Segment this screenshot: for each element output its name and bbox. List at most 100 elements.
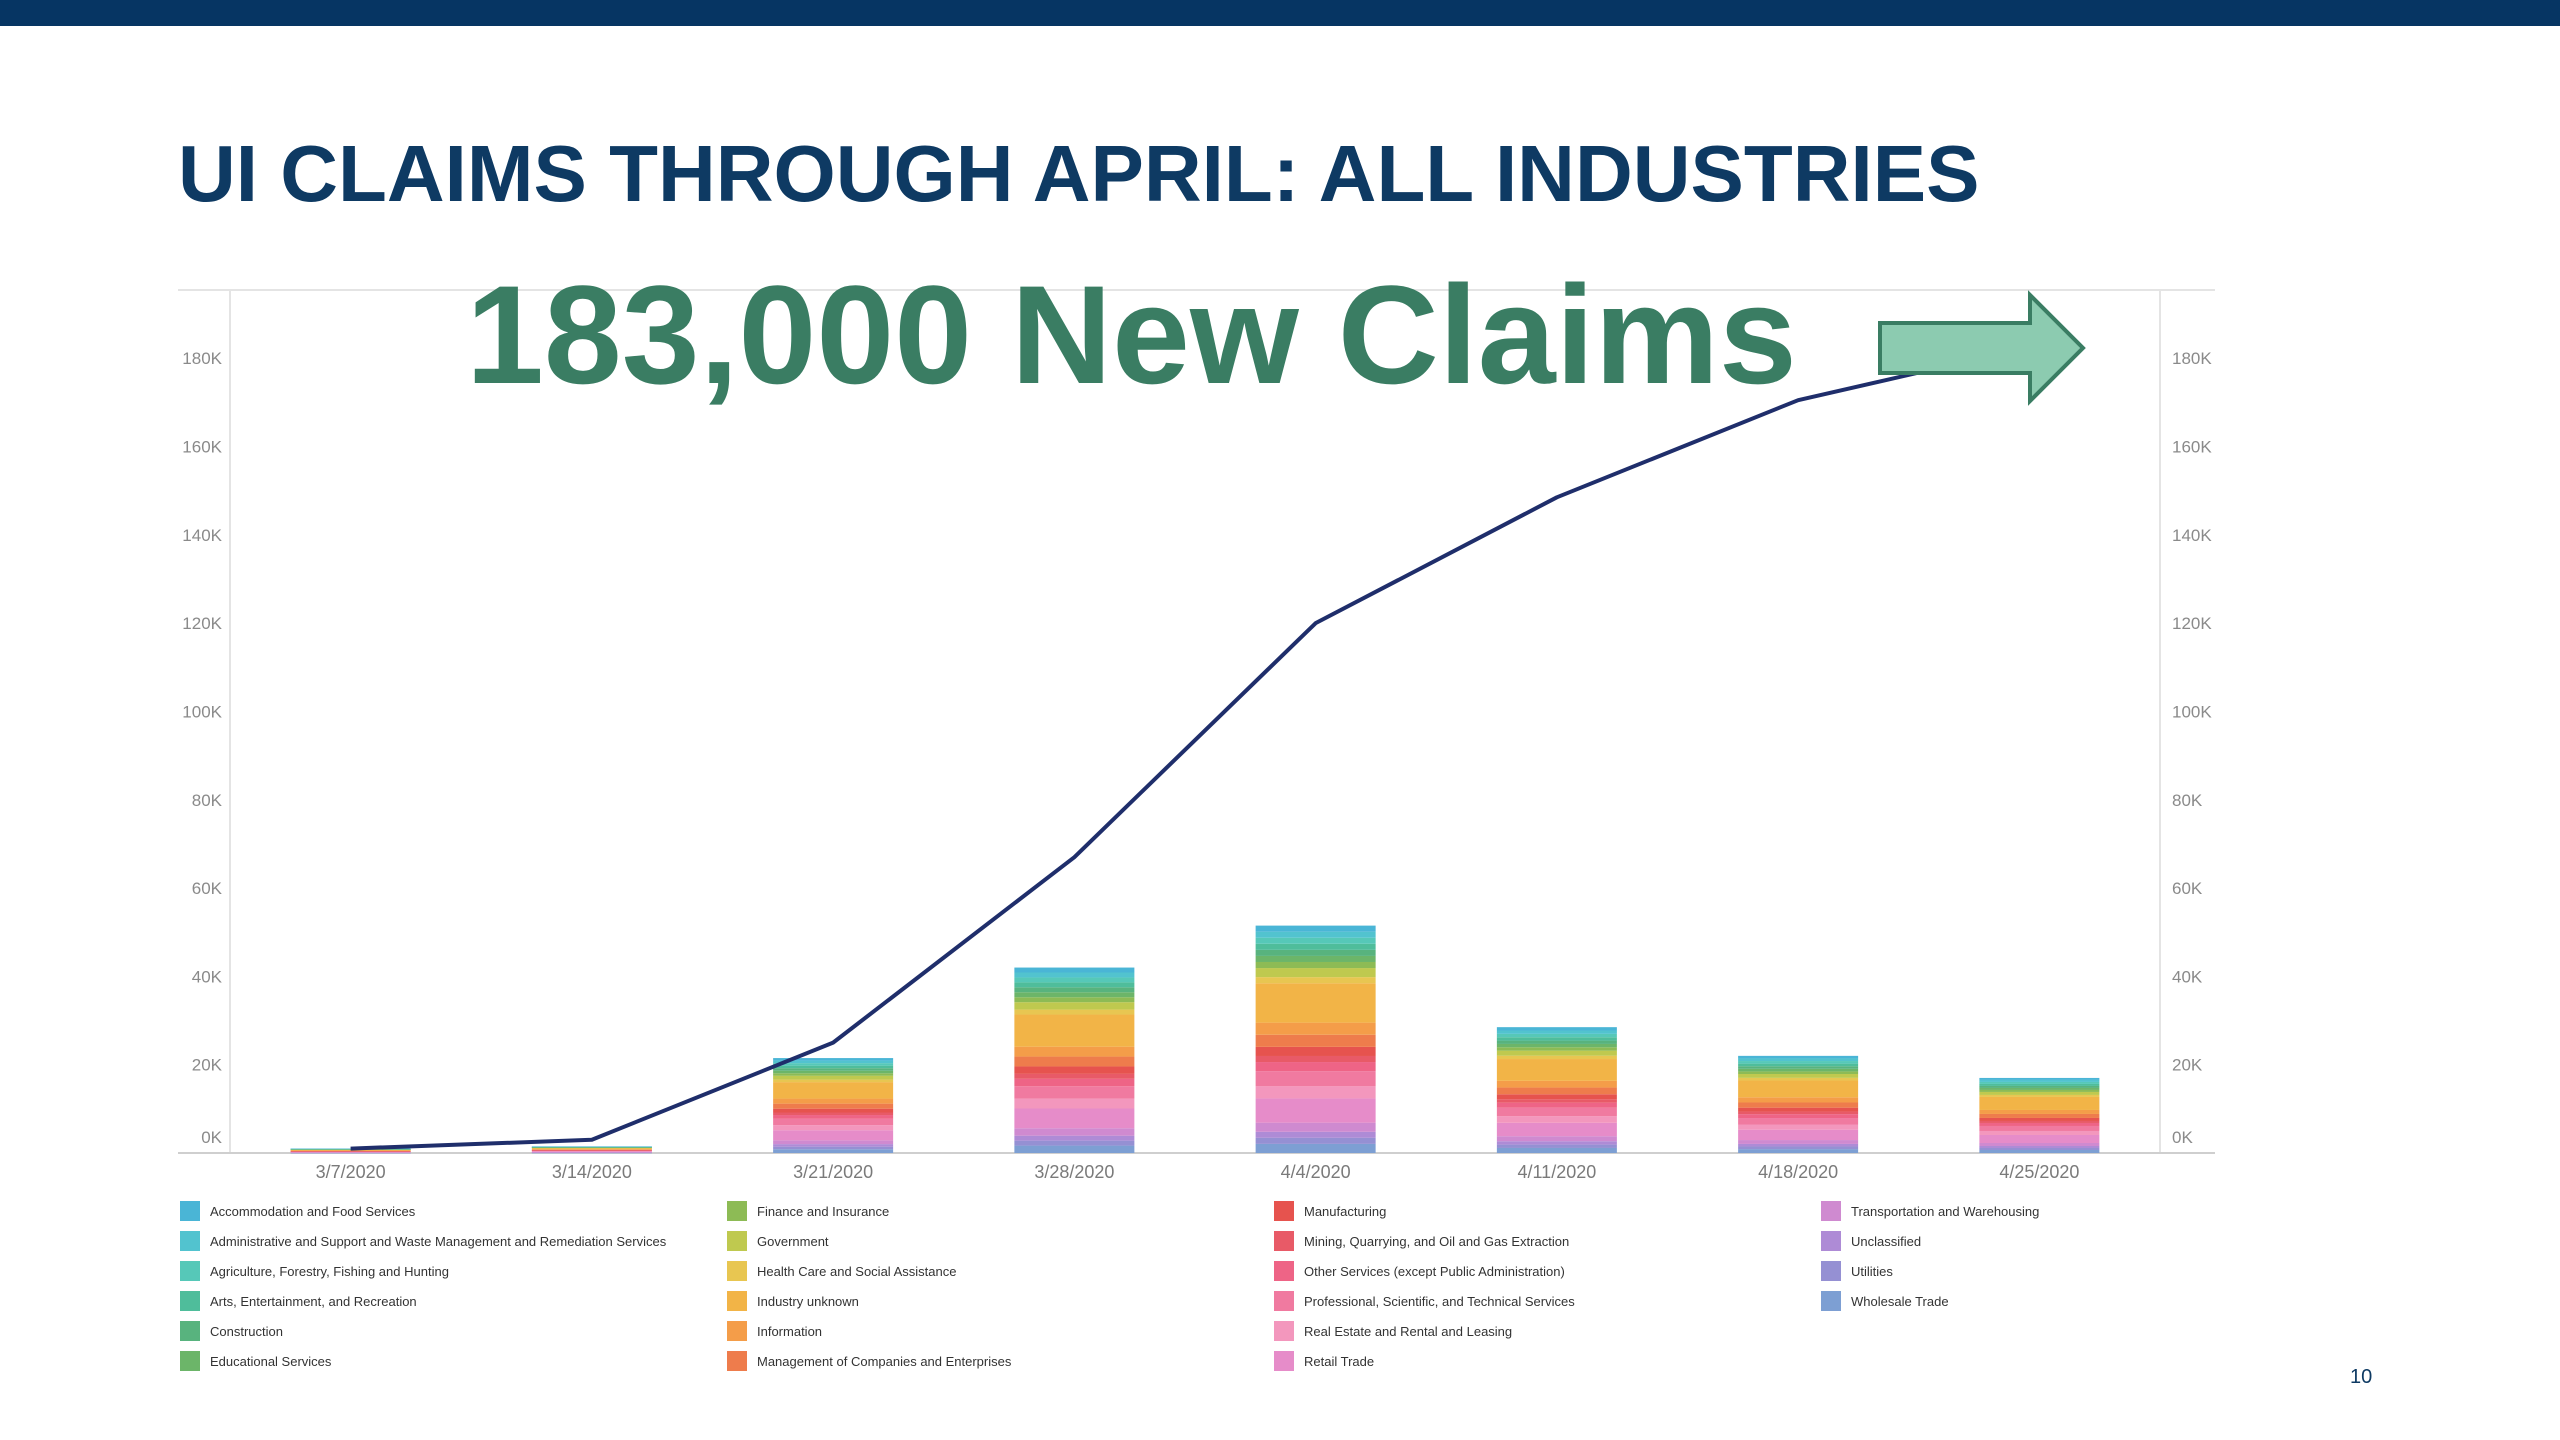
page-number: 10: [2350, 1366, 2373, 1388]
legend-label: Mining, Quarrying, and Oil and Gas Extra…: [1304, 1233, 1570, 1249]
bar-segment: [1979, 1149, 2100, 1153]
bar-segment: [1014, 1145, 1135, 1153]
bar-segment: [1255, 1086, 1376, 1099]
bar-segment: [1738, 1124, 1859, 1130]
bar-segment: [1014, 967, 1135, 973]
bar-segment: [1979, 1083, 2100, 1086]
bar-segment: [531, 1150, 652, 1152]
bar-segment: [1979, 1134, 2100, 1143]
legend-label: Real Estate and Rental and Leasing: [1304, 1323, 1513, 1339]
legend-swatch: [180, 1231, 200, 1251]
x-tick-label: 3/14/2020: [552, 1162, 632, 1182]
y-tick-right: 140K: [2172, 526, 2212, 545]
legend-swatch: [180, 1261, 200, 1281]
bar-segment: [1738, 1146, 1859, 1150]
legend-item: Retail Trade: [1274, 1350, 1374, 1372]
y-tick-right: 160K: [2172, 438, 2212, 457]
legend-item: Mining, Quarrying, and Oil and Gas Extra…: [1274, 1230, 1569, 1252]
bar-segment: [1014, 1086, 1135, 1099]
bar-segment: [1738, 1071, 1859, 1074]
legend-swatch: [180, 1201, 200, 1221]
bar-segment: [1496, 1080, 1617, 1088]
bar-segment: [1738, 1061, 1859, 1064]
bar-segment: [1738, 1111, 1859, 1115]
bar-segment: [1496, 1040, 1617, 1044]
bar-segment: [1255, 1122, 1376, 1132]
bar-segment: [1255, 1046, 1376, 1056]
bar-segment: [1496, 1055, 1617, 1060]
bar-segment: [773, 1073, 894, 1076]
y-tick-left: 40K: [192, 967, 223, 986]
bar-segment: [1255, 961, 1376, 969]
legend-label: Government: [757, 1233, 829, 1249]
legend-label: Retail Trade: [1304, 1353, 1375, 1369]
legend-swatch: [1274, 1291, 1294, 1311]
bar-segment: [531, 1149, 652, 1150]
bar-segment: [1255, 943, 1376, 950]
legend-swatch: [1821, 1261, 1841, 1281]
bar-segment: [1014, 1073, 1135, 1079]
bar-segment: [1979, 1077, 2100, 1080]
bar-segment: [1255, 1098, 1376, 1123]
bar-segment: [531, 1147, 652, 1149]
bar-segment: [1014, 1128, 1135, 1136]
bar-segment: [1496, 1033, 1617, 1038]
bar-segment: [1014, 1014, 1135, 1047]
legend-swatch: [1274, 1321, 1294, 1341]
bar-segment: [1979, 1096, 2100, 1110]
bar-segment: [773, 1108, 894, 1113]
legend-swatch: [1821, 1231, 1841, 1251]
y-tick-right: 0K: [2172, 1128, 2193, 1147]
bar-segment: [1738, 1107, 1859, 1112]
bar-segment: [1014, 1098, 1135, 1109]
bar-segment: [1738, 1143, 1859, 1147]
legend-swatch: [180, 1351, 200, 1371]
bar-segment: [1014, 1009, 1135, 1015]
legend-swatch: [1274, 1201, 1294, 1221]
bar-segment: [290, 1152, 411, 1153]
bar-segment: [1014, 1140, 1135, 1146]
y-tick-right: 60K: [2172, 879, 2203, 898]
legend-label: Utilities: [1851, 1263, 1893, 1279]
bar-segment: [1255, 1022, 1376, 1035]
bar-segment: [1738, 1068, 1859, 1072]
y-tick-left: 160K: [182, 438, 222, 457]
x-tick-label: 3/28/2020: [1034, 1162, 1114, 1182]
bar-segment: [1496, 1027, 1617, 1031]
bar-segment: [773, 1075, 894, 1080]
slide-title: UI CLAIMS THROUGH APRIL: ALL INDUSTRIES: [178, 129, 1980, 218]
y-tick-left: 80K: [192, 791, 223, 810]
bar-segment: [1014, 972, 1135, 978]
bar-segment: [773, 1125, 894, 1131]
bar-segment: [1255, 1034, 1376, 1047]
bar-segment: [1496, 1144, 1617, 1148]
legend-item: Information: [727, 1320, 822, 1342]
bar-segment: [1738, 1073, 1859, 1078]
bar-segment: [1255, 968, 1376, 978]
bar-segment: [1979, 1113, 2100, 1118]
bar-segment: [1496, 1107, 1617, 1117]
bar-segment: [1014, 1066, 1135, 1074]
bar-segment: [1738, 1129, 1859, 1141]
legend-item: Agriculture, Forestry, Fishing and Hunti…: [180, 1260, 449, 1282]
legend-swatch: [727, 1291, 747, 1311]
bar-segment: [1738, 1055, 1859, 1059]
bar-segment: [773, 1112, 894, 1116]
chart-frame: [178, 289, 2215, 1154]
bar-segment: [1014, 977, 1135, 983]
bar-segment: [1255, 1137, 1376, 1144]
legend-label: Health Care and Social Assistance: [757, 1263, 957, 1279]
legend-label: Unclassified: [1851, 1233, 1922, 1249]
bar-segment: [1979, 1079, 2100, 1082]
bar-segment: [1014, 1056, 1135, 1067]
bar-segment: [1255, 977, 1376, 984]
bar-segment: [290, 1150, 411, 1151]
bar-segment: [1255, 931, 1376, 938]
y-tick-left: 0K: [201, 1128, 222, 1147]
bar-segment: [1738, 1114, 1859, 1119]
legend-label: Construction: [210, 1323, 283, 1339]
legend-label: Management of Companies and Enterprises: [757, 1353, 1012, 1369]
bar-segment: [1014, 987, 1135, 993]
bar-segment: [1738, 1077, 1859, 1081]
bar-segment: [1496, 1102, 1617, 1108]
